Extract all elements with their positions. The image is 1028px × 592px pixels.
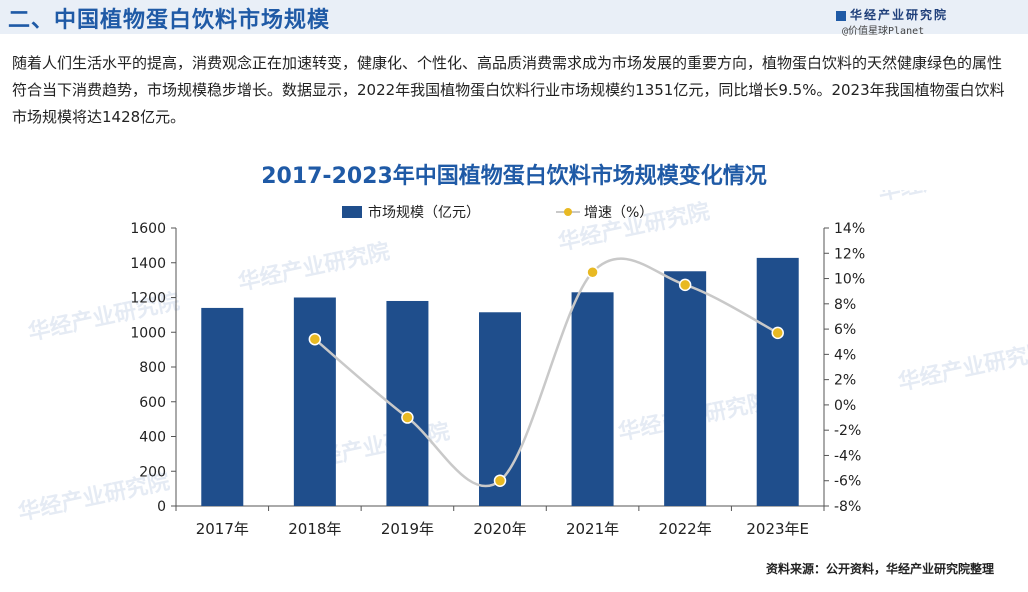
watermark-text: 华经产业研究院	[896, 338, 1028, 395]
legend-line-marker	[564, 208, 572, 216]
growth-line	[308, 257, 784, 488]
bar	[756, 257, 799, 506]
brand-logo: 华经产业研究院	[836, 6, 948, 23]
x-tick-label: 2019年	[381, 520, 434, 538]
y2-tick-label: -8%	[834, 499, 861, 515]
legend-line-label: 增速（%）	[584, 205, 653, 221]
y2-tick-label: -6%	[834, 474, 861, 490]
x-tick-label: 2020年	[473, 520, 526, 538]
y2-tick-label: 0%	[834, 398, 856, 414]
y-tick-label: 1200	[130, 291, 166, 307]
growth-point	[678, 278, 692, 292]
y2-tick-label: 12%	[834, 246, 865, 262]
watermark-text: 华经产业研究院	[876, 190, 1028, 206]
bars	[201, 257, 799, 506]
x-tick-label: 2017年	[196, 520, 249, 538]
x-tick-label: 2023年E	[746, 520, 809, 538]
bar	[386, 300, 429, 506]
y-tick-label: 1600	[130, 221, 166, 237]
watermark-text: 华经产业研究院	[236, 238, 392, 295]
x-tick-label: 2021年	[566, 520, 619, 538]
y-tick-label: 400	[139, 430, 166, 446]
y2-tick-label: -2%	[834, 423, 861, 439]
watermarks: 华经产业研究院华经产业研究院华经产业研究院华经产业研究院华经产业研究院华经产业研…	[16, 190, 1028, 526]
y2-tick-label: 10%	[834, 272, 865, 288]
x-tick-label: 2022年	[659, 520, 712, 538]
y-tick-label: 0	[157, 499, 166, 515]
section-header: 二、中国植物蛋白饮料市场规模 华经产业研究院 @价值星球Planet	[0, 0, 1028, 37]
growth-point	[493, 474, 507, 487]
y2-tick-label: 4%	[834, 347, 856, 363]
chart-title: 2017-2023年中国植物蛋白饮料市场规模变化情况	[261, 164, 767, 189]
growth-point	[401, 411, 414, 424]
intro-paragraph: 随着人们生活水平的提高，消费观念正在加速转变，健康化、个性化、高品质消费需求成为…	[12, 54, 1005, 126]
bar	[201, 307, 244, 506]
chart: 华经产业研究院华经产业研究院华经产业研究院华经产业研究院华经产业研究院华经产业研…	[16, 190, 1028, 538]
legend-bar-swatch	[342, 206, 362, 218]
x-tick-label: 2018年	[288, 520, 341, 538]
brand-name: 华经产业研究院	[850, 8, 949, 22]
y2-tick-label: 2%	[834, 373, 856, 389]
bar	[664, 271, 707, 506]
growth-point	[586, 265, 599, 279]
legend: 市场规模（亿元） 增速（%）	[342, 204, 653, 221]
bar	[293, 297, 336, 506]
growth-point	[308, 332, 322, 346]
y-tick-label: 600	[139, 395, 166, 411]
legend-bar-label: 市场规模（亿元）	[368, 204, 480, 221]
y2-tick-label: 8%	[834, 297, 856, 313]
y2-tick-label: 6%	[834, 322, 856, 338]
y-tick-label: 200	[139, 464, 166, 480]
y2-tick-label: 14%	[834, 221, 865, 237]
section-title: 二、中国植物蛋白饮料市场规模	[8, 8, 331, 33]
growth-point	[771, 326, 784, 340]
y-tick-label: 1000	[130, 325, 166, 341]
planet-watermark: @价值星球Planet	[842, 26, 925, 37]
y-tick-label: 1400	[130, 256, 166, 272]
source-note: 资料来源：公开资料，华经产业研究院整理	[765, 562, 994, 576]
brand-mark-icon	[836, 10, 846, 21]
y2-tick-label: -4%	[834, 448, 861, 464]
bar	[571, 292, 614, 506]
y-tick-label: 800	[139, 360, 166, 376]
axes: 0 200 400 600 800 1000 1200 1400 1600 -8% -6% -4% -2…	[130, 221, 865, 538]
bar	[479, 312, 521, 506]
